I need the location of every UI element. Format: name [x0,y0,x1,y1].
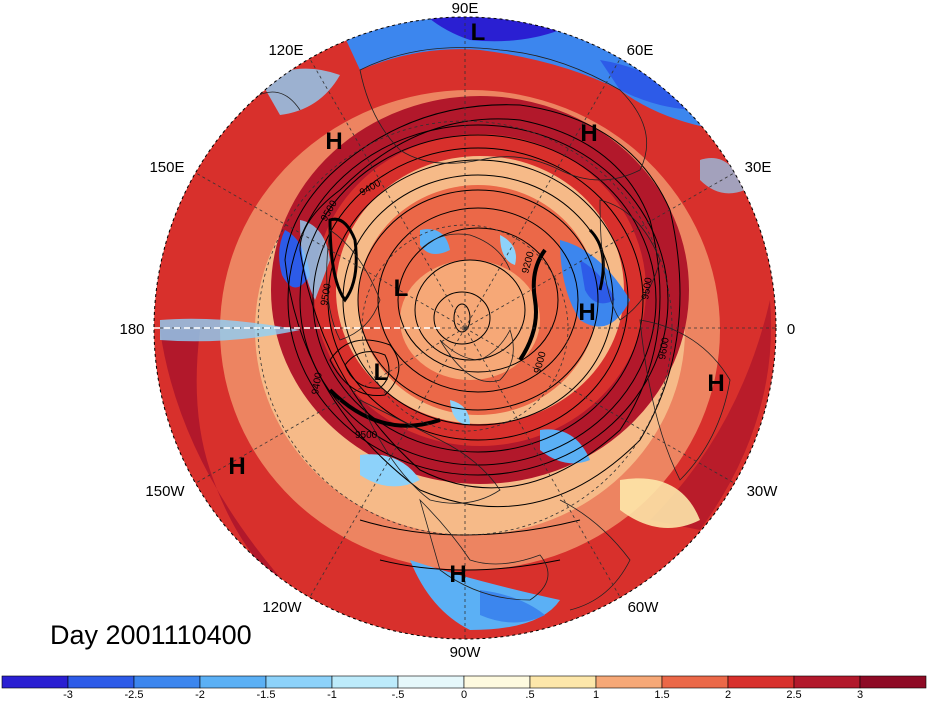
lon-label-90e: 90E [452,0,479,17]
colorbar: -3 -2.5 -2 -1.5 -1 -.5 0 .5 1 1.5 2 2.5 3 [1,675,927,701]
colorbar-swatch [727,675,795,689]
colorbar-tick-label: 0 [461,689,467,701]
contour-label: 9400 [310,371,325,395]
map-border [153,16,777,640]
colorbar-swatch [463,675,531,689]
colorbar-swatch [199,675,267,689]
high-center: H [449,561,466,588]
colorbar-tick-label: -1 [327,689,337,701]
high-center: H [580,120,597,147]
colorbar-tick-label: -2 [195,689,205,701]
lon-label-60w: 60W [628,599,660,616]
coastlines [249,47,731,611]
lon-label-90w: 90W [450,644,482,661]
high-center: H [707,370,724,397]
colorbar-swatch [265,675,333,689]
graticule [154,17,776,639]
contour-label: 9500 [355,430,378,441]
contour-label: 9500 [640,276,655,300]
colorbar-swatch [397,675,465,689]
low-center: L [394,275,409,302]
lon-label-180: 180 [119,321,144,338]
colorbar-tick-label: -1.5 [257,689,276,701]
lon-label-60e: 60E [627,42,654,59]
colorbar-tick-label: -3 [63,689,73,701]
colorbar-swatch [859,675,927,689]
lon-label-30w: 30W [747,483,779,500]
contour-label: 9600 [657,336,672,360]
lon-label-150w: 150W [145,483,185,500]
colorbar-swatch [595,675,663,689]
longitude-labels: 90E 60E 30E 0 30W 60W 90W 120W 150W 180 … [119,0,795,661]
lon-label-120w: 120W [262,599,302,616]
map-title: Day 2001110400 [50,620,252,650]
lon-label-30e: 30E [745,159,772,176]
colorbar-swatch [793,675,861,689]
colorbar-swatch [67,675,135,689]
colorbar-tick-label: .5 [525,689,534,701]
contour-label: 9500 [319,282,334,306]
low-center: L [374,359,389,386]
pressure-centers: L H H L H H L H H [228,19,724,588]
lon-label-0: 0 [787,321,795,338]
colorbar-tick-label: 2 [725,689,731,701]
low-center: L [471,19,486,46]
colorbar-tick-label: -.5 [392,689,405,701]
high-center: H [325,128,342,155]
high-center: H [578,299,595,326]
colorbar-tick-label: -2.5 [125,689,144,701]
colorbar-swatch [331,675,399,689]
colorbar-tick-label: 3 [857,689,863,701]
colorbar-swatch [133,675,201,689]
high-center: H [228,453,245,480]
colorbar-swatch [661,675,729,689]
lon-label-150e: 150E [149,159,184,176]
colorbar-tick-label: 1.5 [654,689,669,701]
colorbar-tick-label: 1 [593,689,599,701]
lon-label-120e: 120E [268,42,303,59]
colorbar-swatch [529,675,597,689]
colorbar-tick-label: 2.5 [786,689,801,701]
colorbar-swatch [1,675,69,689]
